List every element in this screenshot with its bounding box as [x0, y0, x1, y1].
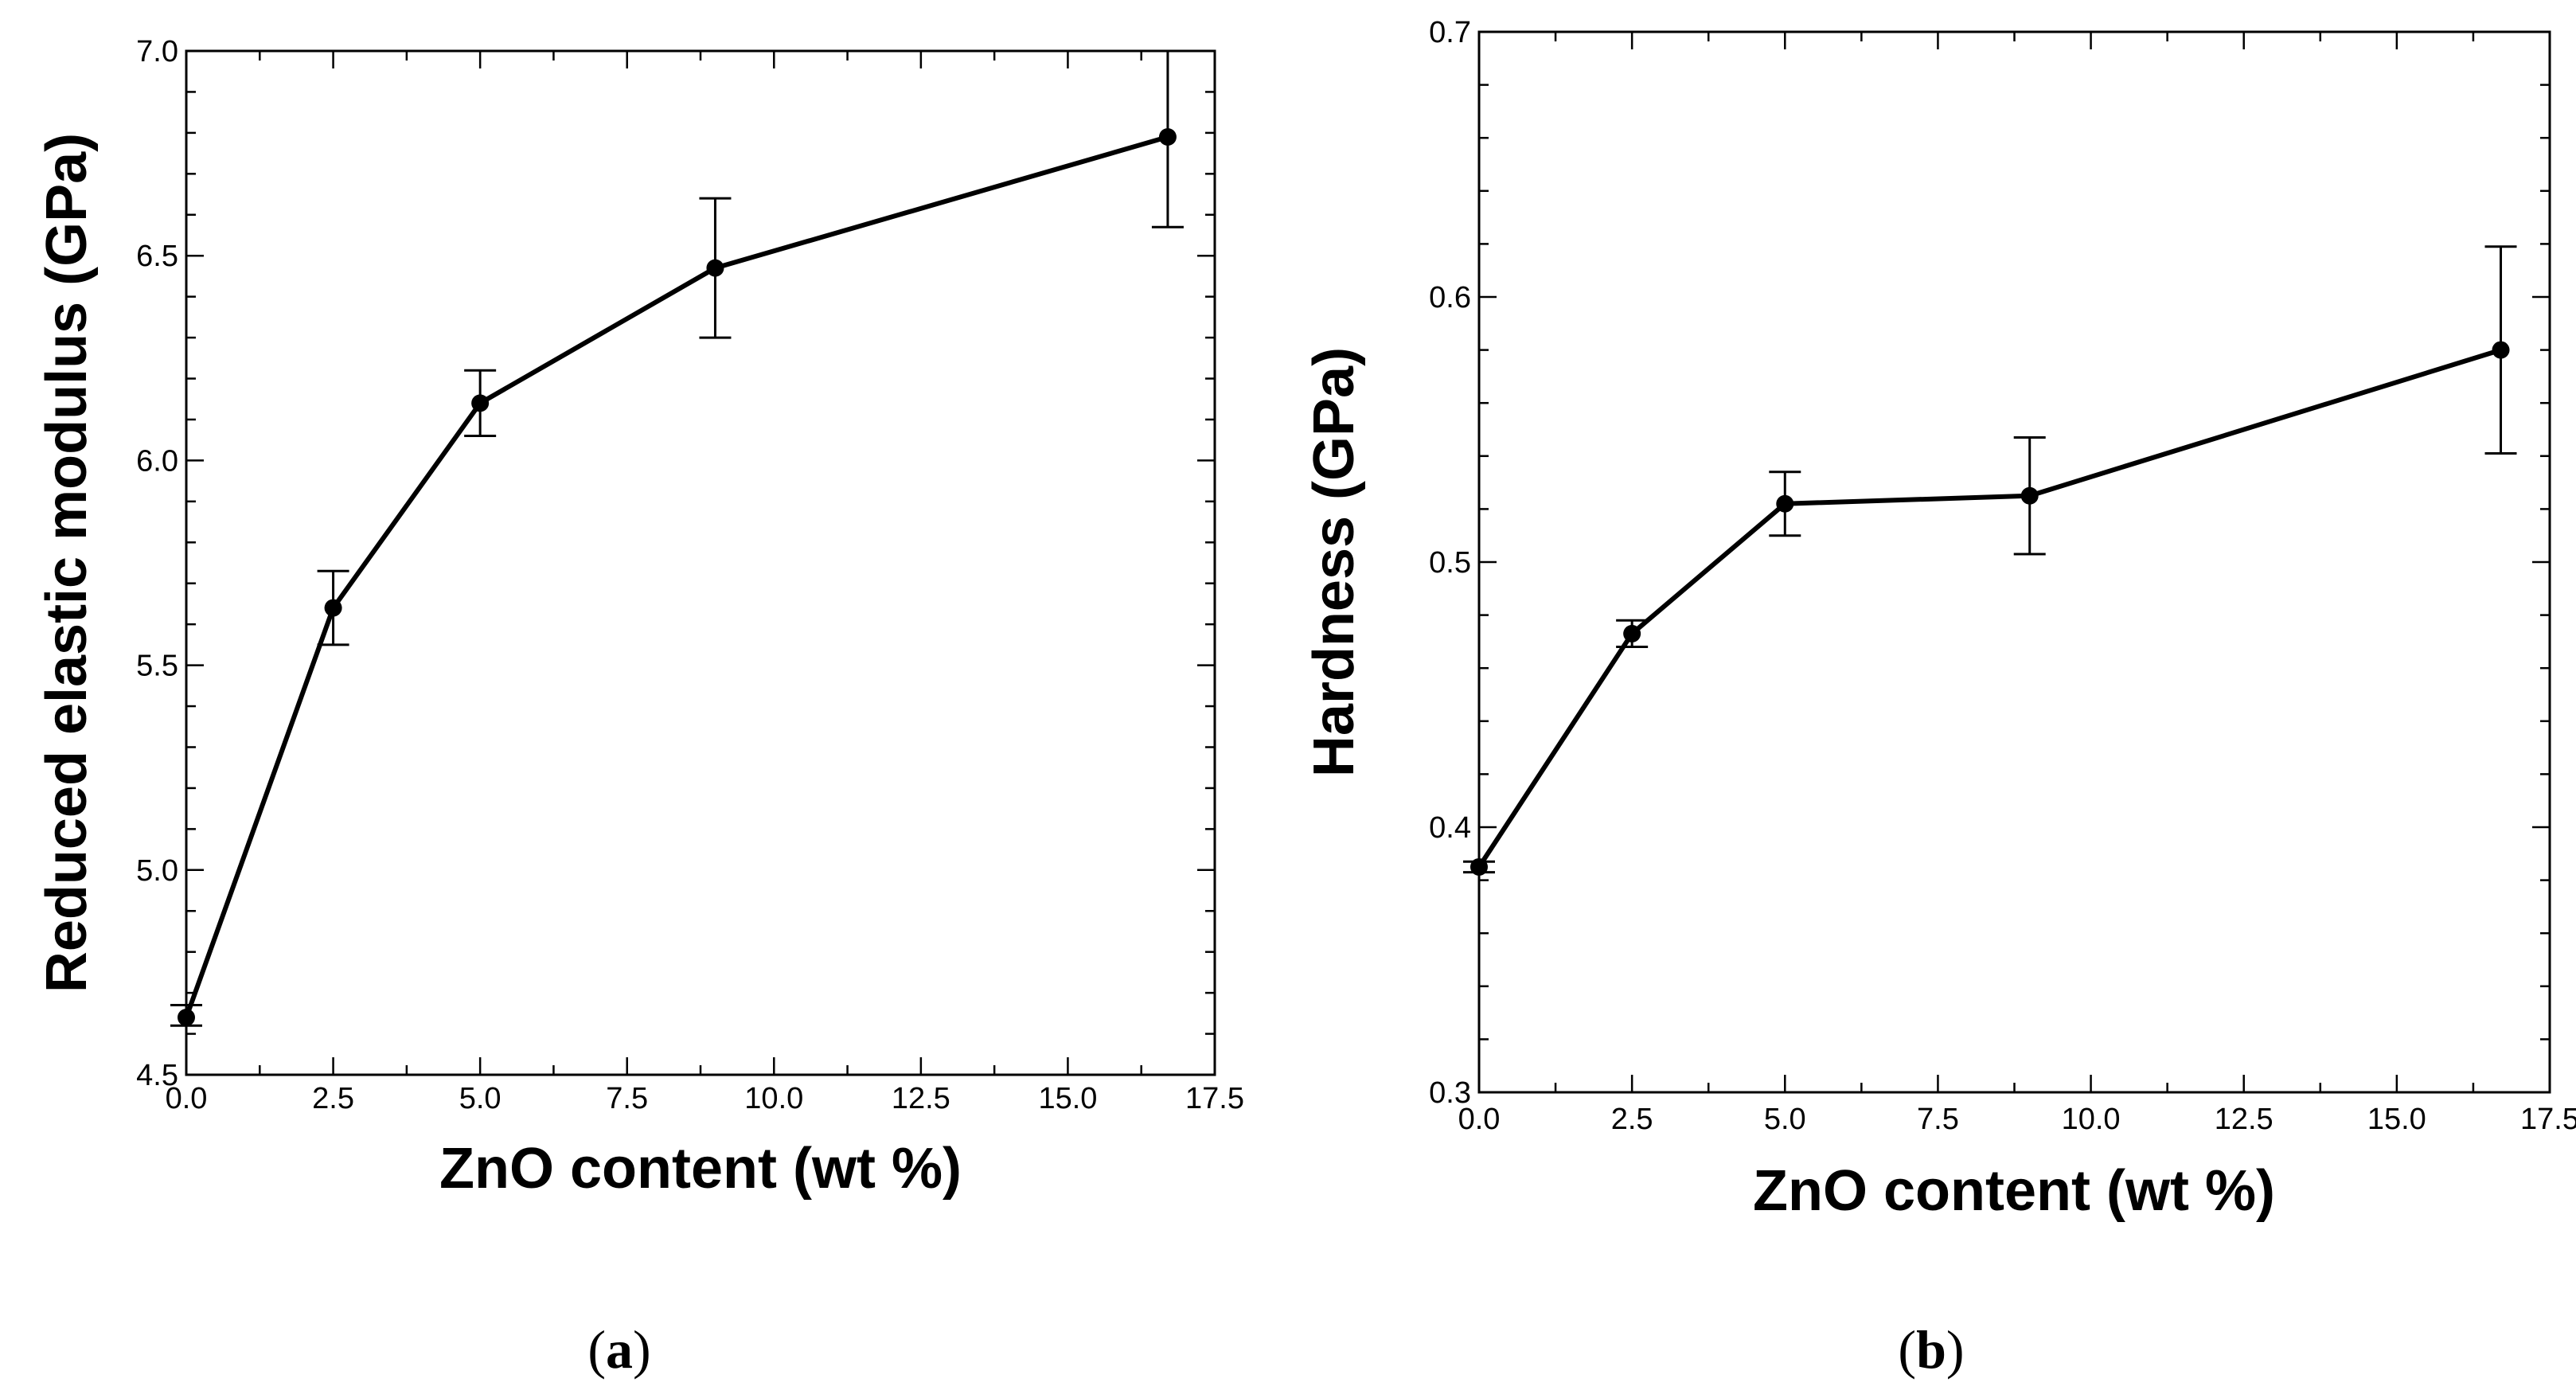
chart-panel-b: 0.0 2.5 5.0 7.5 10.0 12.5 15.0 17.5 0.3 0.4 0.5 0.6…	[1302, 16, 2576, 1223]
y-tick-label: 7.0	[136, 35, 178, 68]
x-tick-label: 0.0	[1458, 1103, 1501, 1136]
data-point	[324, 599, 342, 617]
x-tick-label: 12.5	[892, 1082, 950, 1115]
y-tick-label: 6.0	[136, 444, 178, 478]
caption-a: (a)	[587, 1319, 650, 1380]
y-axis-title: Hardness (GPa)	[1302, 347, 1366, 777]
x-tick-label: 0.0	[166, 1082, 208, 1115]
y-axis-title: Reduced elastic modulus (GPa)	[35, 133, 99, 993]
data-point	[1470, 857, 1488, 876]
y-tick-label: 0.7	[1429, 16, 1471, 49]
x-tick-label: 2.5	[312, 1082, 354, 1115]
x-tick-label: 17.5	[2520, 1103, 2576, 1136]
data-point	[2492, 341, 2510, 359]
data-point	[706, 259, 724, 277]
x-tick-label: 2.5	[1611, 1103, 1653, 1136]
x-axis-title: ZnO content (wt %)	[439, 1137, 962, 1201]
y-tick-label: 0.6	[1429, 281, 1471, 314]
x-tick-label: 17.5	[1185, 1082, 1244, 1115]
data-point	[1776, 494, 1794, 513]
x-tick-label: 10.0	[2062, 1103, 2121, 1136]
x-tick-label: 12.5	[2215, 1103, 2274, 1136]
x-tick-label: 5.0	[459, 1082, 502, 1115]
y-tick-label: 0.3	[1429, 1076, 1471, 1110]
y-tick-label: 0.5	[1429, 546, 1471, 580]
x-tick-label: 15.0	[2367, 1103, 2426, 1136]
chart-panel-a: 0.0 2.5 5.0 7.5 10.0 12.5 15.0 17.5 4.5 5.0 5.5 6.0…	[35, 35, 1244, 1201]
x-tick-label: 7.5	[1917, 1103, 1959, 1136]
y-tick-label: 0.4	[1429, 811, 1471, 845]
data-point	[1158, 128, 1177, 146]
y-tick-label: 5.0	[136, 854, 178, 888]
x-axis-title: ZnO content (wt %)	[1753, 1159, 2275, 1223]
data-point	[178, 1008, 195, 1026]
x-tick-label: 10.0	[744, 1082, 803, 1115]
y-tick-label: 4.5	[136, 1059, 178, 1092]
x-tick-label: 5.0	[1764, 1103, 1806, 1136]
x-tick-label: 15.0	[1038, 1082, 1097, 1115]
data-point	[2020, 486, 2039, 505]
x-tick-label: 7.5	[606, 1082, 648, 1115]
data-point	[471, 394, 490, 412]
y-tick-label: 5.5	[136, 650, 178, 683]
y-tick-label: 6.5	[136, 240, 178, 273]
data-point	[1623, 624, 1641, 642]
caption-b: (b)	[1898, 1319, 1964, 1380]
